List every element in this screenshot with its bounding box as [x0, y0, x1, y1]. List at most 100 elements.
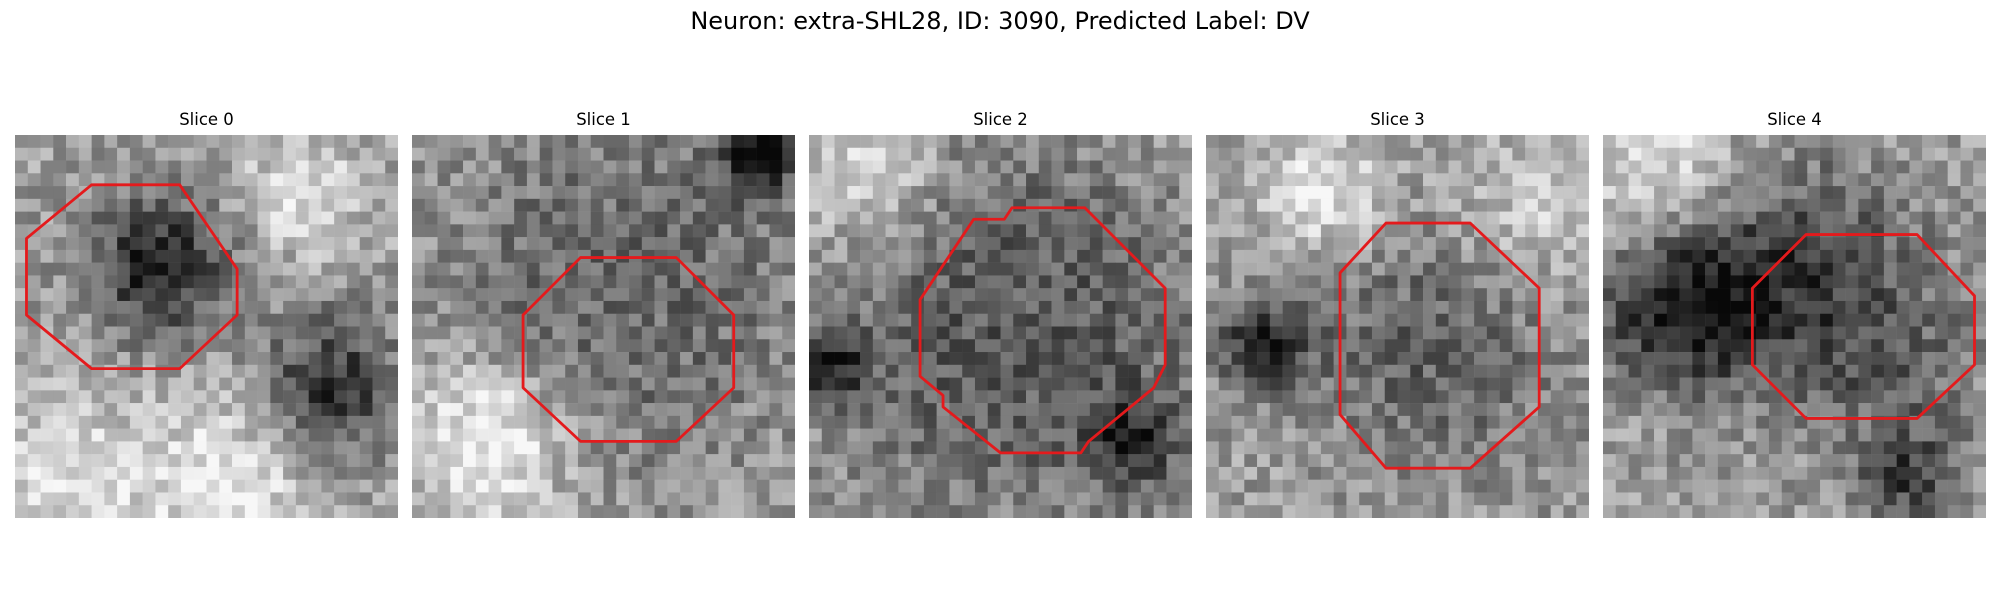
image-pixel [257, 454, 271, 468]
image-pixel [705, 135, 719, 149]
image-pixel [1435, 237, 1449, 251]
image-pixel [1410, 441, 1424, 455]
image-pixel [437, 377, 451, 391]
image-pixel [1269, 492, 1283, 506]
image-pixel [1807, 441, 1821, 455]
image-pixel [1128, 441, 1142, 455]
image-pixel [514, 224, 528, 238]
image-pixel [117, 466, 131, 480]
image-pixel [53, 186, 67, 200]
image-pixel [1537, 454, 1551, 468]
image-pixel [450, 313, 464, 327]
image-pixel [40, 390, 54, 404]
image-pixel [463, 300, 477, 314]
image-pixel [616, 198, 630, 212]
image-pixel [412, 300, 426, 314]
image-pixel [1206, 275, 1220, 289]
image-pixel [1768, 160, 1782, 174]
image-pixel [1474, 198, 1488, 212]
image-pixel [1435, 377, 1449, 391]
image-pixel [372, 160, 386, 174]
image-pixel [1128, 173, 1142, 187]
image-pixel [15, 326, 29, 340]
image-pixel [1615, 479, 1629, 493]
image-pixel [193, 466, 207, 480]
image-pixel [692, 173, 706, 187]
image-pixel [821, 211, 835, 225]
image-pixel [1102, 377, 1116, 391]
image-pixel [53, 415, 67, 429]
image-pixel [117, 479, 131, 493]
image-pixel [385, 492, 398, 506]
image-pixel [1486, 492, 1500, 506]
image-pixel [1537, 288, 1551, 302]
image-pixel [40, 492, 54, 506]
image-pixel [1423, 466, 1437, 480]
image-pixel [168, 403, 182, 417]
image-pixel [1026, 313, 1040, 327]
image-pixel [1807, 211, 1821, 225]
image-pixel [847, 441, 861, 455]
image-pixel [1448, 313, 1462, 327]
image-pixel [412, 492, 426, 506]
image-pixel [962, 198, 976, 212]
image-pixel [129, 428, 143, 442]
image-pixel [603, 377, 617, 391]
image-pixel [1282, 466, 1296, 480]
image-pixel [1692, 403, 1706, 417]
image-pixel [1781, 390, 1795, 404]
image-pixel [1410, 147, 1424, 161]
image-pixel [1359, 211, 1373, 225]
image-pixel [1000, 339, 1014, 353]
image-pixel [475, 173, 489, 187]
image-pixel [743, 160, 757, 174]
image-pixel [1654, 198, 1668, 212]
image-pixel [1128, 147, 1142, 161]
image-pixel [552, 441, 566, 455]
image-pixel [1179, 479, 1192, 493]
image-pixel [206, 339, 220, 353]
image-pixel [590, 173, 604, 187]
image-pixel [334, 262, 348, 276]
image-pixel [346, 415, 360, 429]
image-pixel [40, 428, 54, 442]
image-pixel [1206, 364, 1220, 378]
slice-title: Slice 3 [1370, 110, 1425, 129]
image-pixel [1717, 364, 1731, 378]
image-pixel [1371, 147, 1385, 161]
image-pixel [424, 237, 438, 251]
image-pixel [437, 186, 451, 200]
image-pixel [1563, 377, 1577, 391]
image-pixel [1140, 505, 1154, 518]
image-pixel [667, 454, 681, 468]
image-pixel [424, 224, 438, 238]
image-pixel [334, 364, 348, 378]
image-pixel [1282, 428, 1296, 442]
image-pixel [283, 186, 297, 200]
image-pixel [1461, 160, 1475, 174]
image-pixel [346, 377, 360, 391]
image-pixel [1359, 198, 1373, 212]
image-pixel [475, 466, 489, 480]
image-pixel [334, 224, 348, 238]
image-pixel [1474, 492, 1488, 506]
image-pixel [936, 415, 950, 429]
image-pixel [743, 454, 757, 468]
image-pixel [1922, 237, 1936, 251]
image-pixel [1563, 466, 1577, 480]
image-pixel [1973, 288, 1986, 302]
image-pixel [974, 135, 988, 149]
image-pixel [1525, 198, 1539, 212]
image-pixel [1603, 160, 1617, 174]
image-pixel [898, 505, 912, 518]
image-pixel [1346, 173, 1360, 187]
image-pixel [1089, 505, 1103, 518]
image-pixel [1883, 262, 1897, 276]
image-pixel [539, 492, 553, 506]
image-pixel [1346, 466, 1360, 480]
image-pixel [1654, 288, 1668, 302]
image-pixel [168, 211, 182, 225]
image-pixel [53, 326, 67, 340]
image-pixel [1717, 403, 1731, 417]
image-pixel [180, 466, 194, 480]
